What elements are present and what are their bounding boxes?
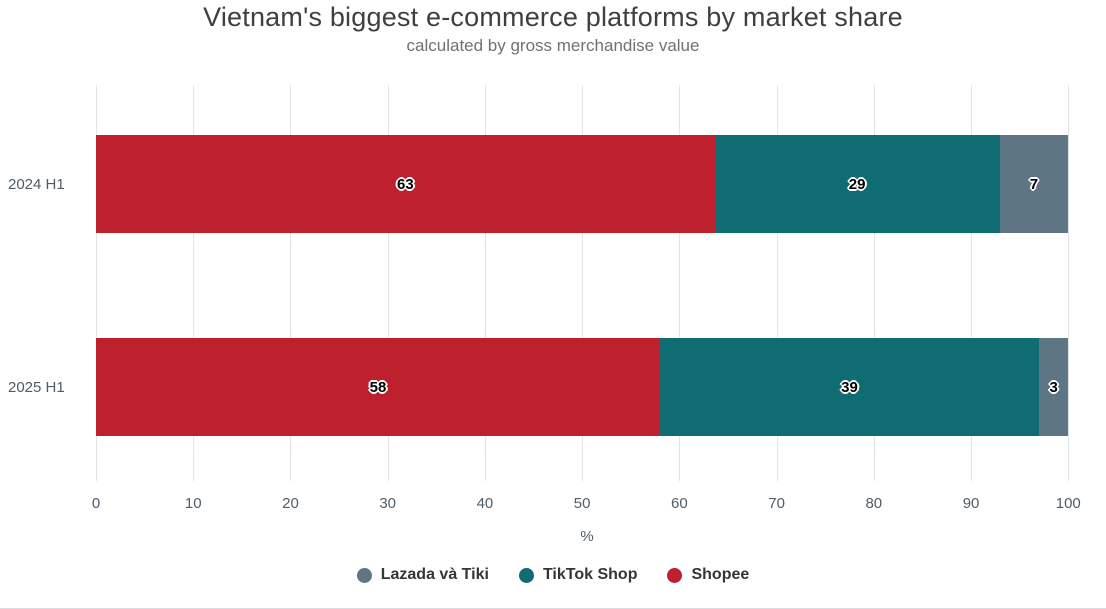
legend-label: TikTok Shop [542,566,638,583]
legend-dot [667,567,683,583]
gridline [582,85,584,481]
gridline [776,85,778,481]
x-tick-label: 50 [573,495,591,512]
legend-dot [518,567,534,583]
plot-area: 63 29 7 58 39 3 [96,85,1078,481]
x-tick-label: 90 [962,495,980,512]
legend-item-shopee[interactable]: Shopee [667,566,749,584]
bar-segment-lazada-và-tiki[interactable]: 3 [1039,338,1069,436]
bar-segment-lazada-và-tiki[interactable]: 7 [999,135,1069,233]
legend-item-lazada-và-tiki[interactable]: Lazada và Tiki [356,566,489,584]
legend-dot [356,567,372,583]
y-axis-label: 2024 H1 [8,175,65,193]
bar-segment-shopee[interactable]: 58 [96,338,660,436]
chart-subtitle: calculated by gross merchandise value [406,36,700,55]
x-tick-label: 70 [768,495,785,512]
bar-value-label: 29 [848,175,866,193]
gridline [96,85,97,481]
legend-item-tiktok-shop[interactable]: TikTok Shop [518,566,638,584]
bar-value-label: 63 [397,175,414,193]
gridline [387,85,389,481]
gridline [1068,85,1070,481]
x-axis-ticks: 0 10 20 30 40 50 60 70 80 90 100 [92,495,1081,515]
gridline [290,85,292,481]
bar-value-label: 3 [1049,378,1058,396]
gridline [679,85,681,481]
x-tick-label: 20 [282,495,299,512]
x-tick-label: 80 [865,495,883,512]
bar-segment-tiktok-shop[interactable]: 29 [714,135,1000,233]
bar-value-label: 58 [369,378,387,396]
y-axis-labels: 2024 H1 2025 H1 [0,85,88,481]
x-tick-label: 0 [91,495,101,512]
gridline [971,85,973,481]
gridline [484,85,486,481]
x-tick-label: 10 [184,495,202,512]
legend-label: Lazada và Tiki [380,566,489,583]
gridline [193,85,195,481]
bar-segment-shopee[interactable]: 63 [96,135,715,233]
gridline [873,85,875,481]
legend: Lazada và Tiki TikTok Shop Shopee [0,566,1106,584]
y-axis-label: 2025 H1 [8,378,65,396]
bar-row-2024-h1: 63 29 7 [96,135,1069,233]
x-tick-label: 30 [379,495,397,512]
bar-segment-tiktok-shop[interactable]: 39 [659,338,1040,436]
legend-label: Shopee [691,566,750,583]
x-tick-label: 100 [1055,495,1081,512]
chart-title: Vietnam's biggest e-commerce platforms b… [203,2,903,32]
x-axis-title: % [580,528,594,545]
bar-value-label: 39 [841,378,858,396]
x-tick-label: 60 [671,495,688,512]
x-tick-label: 40 [476,495,494,512]
bar-value-label: 7 [1029,175,1039,193]
bar-row-2025-h1: 58 39 3 [96,338,1069,436]
